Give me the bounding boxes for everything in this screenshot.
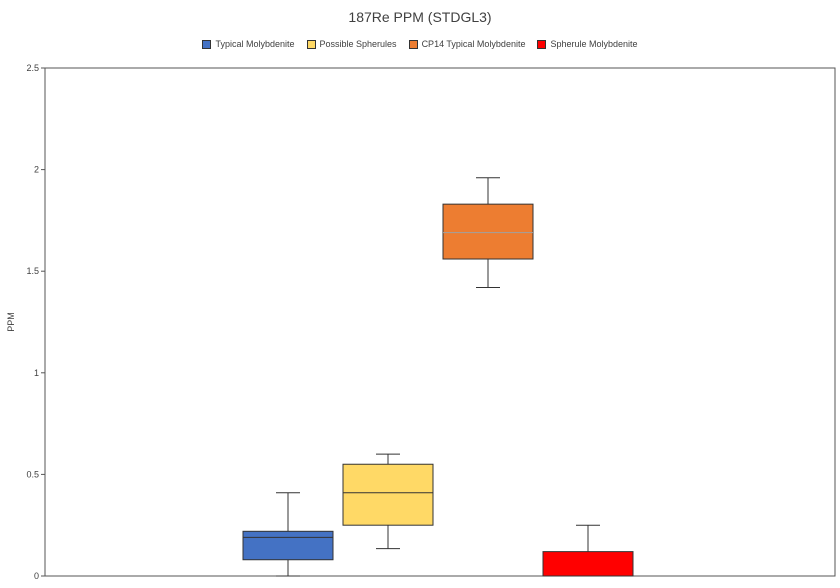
y-tick-label: 2.5	[26, 63, 39, 73]
y-tick-label: 0.5	[26, 469, 39, 479]
plot-area	[44, 67, 836, 577]
boxes-group	[242, 177, 634, 577]
box-possible-spherules[interactable]	[342, 453, 434, 550]
y-tick-label: 2	[34, 165, 39, 175]
chart-title: 187Re PPM (STDGL3)	[348, 9, 492, 25]
box-typical-molybdenite[interactable]	[242, 492, 334, 577]
box-iqr	[442, 203, 534, 260]
y-tick-label: 1.5	[26, 266, 39, 276]
box-iqr	[242, 530, 334, 561]
legend-swatch-typical-molybdenite	[202, 39, 212, 49]
legend-item[interactable]: Typical Molybdenite	[202, 39, 295, 49]
legend-item[interactable]: CP14 Typical Molybdenite	[408, 39, 526, 49]
box-cp14-typical-molybdenite[interactable]	[442, 177, 534, 288]
legend-label: Spherule Molybdenite	[550, 39, 638, 49]
box-spherule-molybdenite[interactable]	[542, 524, 634, 577]
legend-item[interactable]: Spherule Molybdenite	[537, 39, 638, 49]
box-iqr	[342, 463, 434, 526]
legend: Typical Molybdenite Possible Spherules C…	[0, 39, 840, 49]
y-axis: 0 0.5 1 1.5 2 2.5	[26, 63, 45, 581]
box-iqr	[542, 551, 634, 577]
y-tick-label: 1	[34, 368, 39, 378]
legend-label: Possible Spherules	[319, 39, 397, 49]
legend-label: CP14 Typical Molybdenite	[421, 39, 526, 49]
legend-swatch-possible-spherules	[306, 39, 316, 49]
y-axis-label: PPM	[6, 312, 16, 332]
legend-label: Typical Molybdenite	[215, 39, 295, 49]
y-tick-label: 0	[34, 571, 39, 581]
legend-swatch-spherule-molybdenite	[537, 39, 547, 49]
legend-item[interactable]: Possible Spherules	[306, 39, 397, 49]
legend-swatch-cp14-typical-molybdenite	[408, 39, 418, 49]
